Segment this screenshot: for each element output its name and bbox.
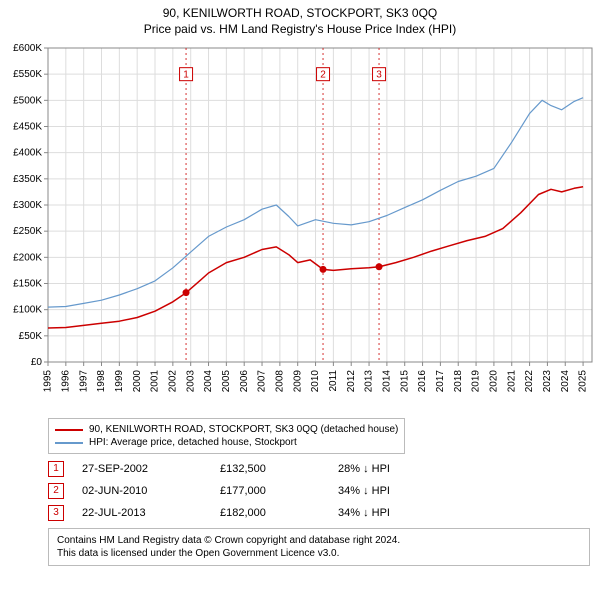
svg-text:£100K: £100K xyxy=(13,305,42,316)
footer-line2: This data is licensed under the Open Gov… xyxy=(57,547,581,560)
svg-text:£150K: £150K xyxy=(13,279,42,290)
svg-text:£500K: £500K xyxy=(13,95,42,106)
svg-text:2011: 2011 xyxy=(328,370,339,392)
svg-text:2012: 2012 xyxy=(346,370,357,393)
svg-text:£50K: £50K xyxy=(19,331,43,342)
svg-text:2021: 2021 xyxy=(506,370,517,393)
svg-text:£600K: £600K xyxy=(13,43,42,54)
svg-text:2001: 2001 xyxy=(150,370,161,393)
sales-date: 02-JUN-2010 xyxy=(82,485,202,497)
chart-subtitle: Price paid vs. HM Land Registry's House … xyxy=(0,20,600,42)
svg-text:2006: 2006 xyxy=(239,370,250,393)
svg-text:2005: 2005 xyxy=(221,370,232,393)
svg-text:2016: 2016 xyxy=(417,370,428,393)
svg-text:2003: 2003 xyxy=(185,370,196,393)
legend-label: 90, KENILWORTH ROAD, STOCKPORT, SK3 0QQ … xyxy=(89,424,398,435)
svg-text:2023: 2023 xyxy=(542,370,553,393)
svg-text:2007: 2007 xyxy=(257,370,268,393)
footer-attribution: Contains HM Land Registry data © Crown c… xyxy=(48,528,590,566)
svg-text:1999: 1999 xyxy=(114,370,125,393)
sales-pct: 34% ↓ HPI xyxy=(338,485,438,497)
svg-text:£350K: £350K xyxy=(13,174,42,185)
svg-text:2002: 2002 xyxy=(167,370,178,393)
footer-line1: Contains HM Land Registry data © Crown c… xyxy=(57,534,581,547)
svg-text:£300K: £300K xyxy=(13,200,42,211)
legend-swatch xyxy=(55,442,83,444)
svg-text:2024: 2024 xyxy=(560,370,571,393)
svg-text:2015: 2015 xyxy=(399,370,410,393)
svg-text:2004: 2004 xyxy=(203,370,214,393)
chart-plot-area: £0 £50K £100K £150K £200K £250K £300K £350K £400… xyxy=(0,42,600,412)
svg-text:1996: 1996 xyxy=(60,370,71,393)
sales-pct: 28% ↓ HPI xyxy=(338,463,438,475)
svg-text:1998: 1998 xyxy=(96,370,107,393)
sales-pct: 34% ↓ HPI xyxy=(338,507,438,519)
sales-date: 27-SEP-2002 xyxy=(82,463,202,475)
legend-row: HPI: Average price, detached house, Stoc… xyxy=(55,436,398,449)
sales-marker: 3 xyxy=(48,505,64,521)
svg-text:2008: 2008 xyxy=(275,370,286,393)
sales-row: 2 02-JUN-2010 £177,000 34% ↓ HPI xyxy=(48,480,590,502)
sales-table: 1 27-SEP-2002 £132,500 28% ↓ HPI 2 02-JUN-201… xyxy=(48,458,590,524)
svg-text:2017: 2017 xyxy=(435,370,446,393)
legend-row: 90, KENILWORTH ROAD, STOCKPORT, SK3 0QQ … xyxy=(55,423,398,436)
legend-label: HPI: Average price, detached house, Stoc… xyxy=(89,437,297,448)
svg-text:2019: 2019 xyxy=(471,370,482,393)
svg-text:2020: 2020 xyxy=(489,370,500,393)
svg-text:2025: 2025 xyxy=(578,370,589,393)
legend: 90, KENILWORTH ROAD, STOCKPORT, SK3 0QQ … xyxy=(48,418,405,454)
svg-text:£400K: £400K xyxy=(13,148,42,159)
svg-text:2000: 2000 xyxy=(132,370,143,393)
svg-text:2009: 2009 xyxy=(292,370,303,393)
svg-text:£0: £0 xyxy=(31,357,43,368)
svg-text:2013: 2013 xyxy=(364,370,375,393)
sales-row: 3 22-JUL-2013 £182,000 34% ↓ HPI xyxy=(48,502,590,524)
svg-text:2: 2 xyxy=(320,70,326,81)
svg-text:£450K: £450K xyxy=(13,122,42,133)
sales-marker: 1 xyxy=(48,461,64,477)
svg-text:£200K: £200K xyxy=(13,252,42,263)
sales-row: 1 27-SEP-2002 £132,500 28% ↓ HPI xyxy=(48,458,590,480)
sales-price: £177,000 xyxy=(220,485,320,497)
svg-text:2014: 2014 xyxy=(382,370,393,393)
sales-price: £132,500 xyxy=(220,463,320,475)
svg-text:£250K: £250K xyxy=(13,226,42,237)
svg-text:1997: 1997 xyxy=(78,370,89,393)
chart-container: 90, KENILWORTH ROAD, STOCKPORT, SK3 0QQ … xyxy=(0,0,600,566)
svg-text:2022: 2022 xyxy=(524,370,535,393)
sales-marker: 2 xyxy=(48,483,64,499)
sales-price: £182,000 xyxy=(220,507,320,519)
chart-title: 90, KENILWORTH ROAD, STOCKPORT, SK3 0QQ xyxy=(0,0,600,20)
svg-text:2010: 2010 xyxy=(310,370,321,393)
sales-date: 22-JUL-2013 xyxy=(82,507,202,519)
svg-text:2018: 2018 xyxy=(453,370,464,393)
legend-swatch xyxy=(55,429,83,431)
svg-text:1995: 1995 xyxy=(43,370,54,393)
svg-text:£550K: £550K xyxy=(13,69,42,80)
svg-text:3: 3 xyxy=(376,70,382,81)
svg-text:1: 1 xyxy=(183,70,189,81)
